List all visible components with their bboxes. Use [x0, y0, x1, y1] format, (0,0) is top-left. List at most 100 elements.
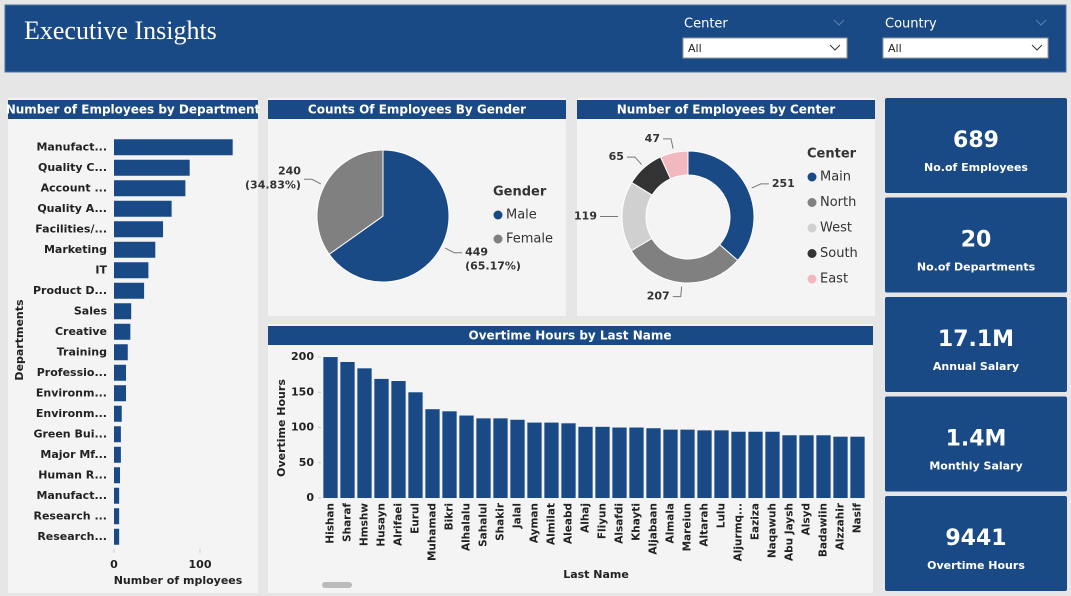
legend-label: South: [820, 246, 858, 261]
y-tick-label: Quality A...: [37, 202, 107, 215]
dropdown-value[interactable]: All: [688, 42, 702, 55]
bar: [748, 431, 763, 498]
bar: [357, 368, 372, 498]
bar: [476, 418, 491, 498]
x-tick-label: Sharaf: [342, 503, 354, 542]
y-axis-label: Overtime Hours: [275, 379, 288, 477]
bar: [323, 357, 338, 498]
data-label: 449: [465, 246, 488, 259]
legend-label: East: [820, 272, 848, 287]
x-tick-label: Badawiin: [818, 503, 830, 557]
chart-title: Counts Of Employees By Gender: [308, 103, 526, 117]
bar: [114, 487, 120, 504]
dropdown[interactable]: All: [682, 37, 848, 59]
slice: [659, 150, 689, 180]
legend-label: North: [820, 195, 856, 210]
bar: [527, 422, 542, 498]
data-label: (34.83%): [245, 178, 301, 191]
y-tick-label: IT: [95, 263, 107, 276]
bar: [114, 344, 128, 361]
bar: [425, 409, 440, 498]
legend-label: Main: [820, 170, 851, 185]
bar: [114, 426, 121, 443]
legend-title: Gender: [493, 185, 547, 200]
y-tick-label: Manufact...: [36, 140, 107, 153]
bar: [663, 429, 678, 498]
panel-title-bar: [8, 100, 258, 119]
bar: [114, 159, 190, 176]
y-tick-label: Green Bui...: [33, 427, 107, 440]
legend-marker: [807, 274, 817, 284]
slice: [687, 150, 755, 262]
kpi-card: [885, 396, 1067, 492]
bar: [459, 415, 474, 498]
data-label: (65.17%): [465, 260, 521, 273]
y-tick-label: Quality C...: [38, 161, 107, 174]
kpi-label: No.of Employees: [924, 161, 1028, 174]
x-axis-label: Number of mployees: [114, 574, 243, 587]
x-tick-label: Jalal: [512, 503, 524, 529]
bar: [731, 431, 746, 498]
kpi-label: Overtime Hours: [927, 559, 1025, 572]
chevron[interactable]: [1031, 44, 1043, 51]
leader-line: [444, 247, 463, 254]
bar: [114, 180, 186, 197]
chevron[interactable]: [829, 44, 841, 51]
data-label: 240: [278, 164, 301, 177]
kpi-value: 689: [953, 128, 999, 153]
bar: [680, 429, 695, 498]
bar: [114, 508, 120, 525]
kpi-label: No.of Departments: [917, 261, 1036, 274]
y-tick-label: Sales: [74, 304, 108, 317]
legend-marker: [807, 172, 817, 182]
y-tick-label: Facilities/...: [35, 222, 107, 235]
bar: [765, 431, 780, 498]
y-tick-label: Professio...: [37, 366, 107, 379]
bar: [374, 378, 389, 498]
dropdown-box[interactable]: [682, 37, 848, 59]
bar: [114, 262, 149, 279]
bar: [114, 139, 233, 156]
bar: [114, 282, 145, 299]
dropdown-box[interactable]: [882, 37, 1049, 59]
x-tick-label: Alzzahir: [835, 502, 847, 550]
legend-marker: [807, 223, 817, 233]
y-tick-label: 200: [291, 350, 314, 363]
bar: [646, 428, 661, 498]
bar: [340, 361, 355, 498]
bar: [114, 364, 127, 381]
kpi-card: [885, 98, 1067, 193]
y-tick-label: 150: [291, 385, 314, 398]
legend-marker: [807, 198, 817, 207]
bar: [114, 467, 121, 484]
dropdown[interactable]: All: [882, 37, 1049, 59]
bar: [114, 241, 156, 258]
bar: [114, 200, 172, 217]
legend-marker: [493, 234, 503, 244]
bar: [833, 436, 848, 498]
bar: [782, 435, 797, 498]
bar: [850, 436, 865, 498]
kpi-value: 1.4M: [946, 427, 1007, 452]
bar: [561, 423, 576, 498]
x-tick-label: Sahalul: [478, 503, 490, 547]
dropdown-value[interactable]: All: [888, 42, 902, 55]
y-tick-label: Research ...: [33, 509, 107, 522]
kpi-value: 9441: [945, 526, 1006, 551]
y-tick-label: Research...: [37, 530, 107, 543]
leader-line: [626, 156, 642, 165]
data-label: 119: [574, 209, 597, 222]
x-tick-label: Ayman: [529, 503, 541, 543]
bar: [816, 435, 831, 498]
scrollbar[interactable]: [322, 582, 352, 588]
y-tick-label: Human R...: [38, 468, 107, 481]
bar: [442, 411, 457, 498]
x-axis-label: Last Name: [563, 568, 629, 581]
leader-line: [672, 286, 683, 298]
x-tick-label: Shakir: [495, 502, 507, 541]
x-tick-label: Aljurmq...: [733, 503, 745, 561]
x-tick-label: Altarah: [699, 503, 711, 547]
kpi-value: 20: [961, 228, 992, 253]
bar: [114, 221, 164, 238]
x-tick-label: Almala: [665, 503, 677, 543]
